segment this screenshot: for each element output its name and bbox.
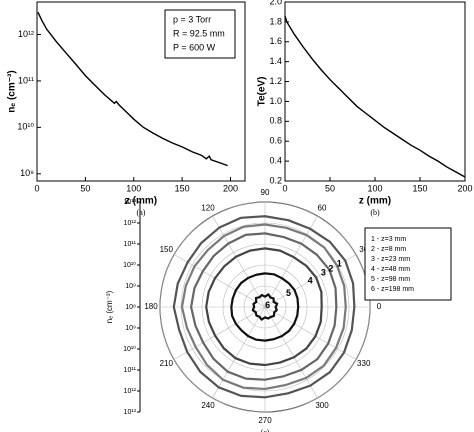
legend-entry: 4 - z=48 mm [371, 266, 410, 273]
legend-box [364, 227, 452, 301]
theta-tick-label: 150 [160, 245, 174, 254]
y-tick-label: 10¹¹ [18, 75, 34, 85]
y-tick-label: 10¹⁰ [17, 122, 34, 132]
plot-frame [284, 1, 466, 182]
x-tick-label: 150 [175, 183, 190, 193]
x-tick-label: 50 [80, 183, 90, 193]
legend-entry: 2 - z=8 mm [371, 246, 406, 253]
r-tick-label: 10¹² [124, 220, 137, 227]
grid-spoke [173, 306, 266, 360]
grid-spoke [173, 254, 266, 308]
r-tick-label: 10¹⁰ [123, 345, 136, 353]
x-axis-title: z (mm) [359, 196, 391, 207]
annotation: P = 600 W [173, 42, 216, 52]
grid-spoke [264, 306, 357, 360]
theta-tick-label: 60 [318, 203, 327, 212]
y-tick-label: 0.4 [269, 155, 282, 165]
y-tick-label: 10¹² [18, 29, 34, 39]
theta-tick-label: 300 [315, 401, 329, 410]
grid-spoke [264, 215, 318, 308]
x-tick-label: 100 [126, 183, 141, 193]
x-tick-label: 200 [223, 183, 238, 193]
theta-tick-label: 210 [160, 359, 174, 368]
caption: (b) [370, 208, 380, 217]
y-tick-label: 1.8 [269, 16, 282, 26]
data-line [37, 12, 228, 167]
x-tick-label: 0 [282, 183, 287, 193]
grid-spoke [264, 306, 318, 399]
theta-tick-label: 270 [258, 416, 272, 425]
data-curve [172, 215, 356, 399]
y-axis-title: nₑ (cm⁻³) [7, 70, 18, 112]
grid-spoke [212, 306, 266, 399]
data-curve [205, 247, 323, 367]
y-tick-label: 1.2 [269, 76, 282, 86]
r-tick-label: 10¹¹ [124, 241, 137, 248]
y-tick-label: 2.0 [269, 0, 282, 6]
r-tick-label: 10⁸ [125, 304, 136, 311]
y-tick-label: 0.2 [269, 175, 282, 185]
r-tick-label: 10⁹ [125, 325, 136, 332]
caption: (a) [137, 208, 146, 217]
y-tick-label: 0.8 [269, 116, 282, 126]
y-tick-label: 10⁹ [20, 168, 34, 178]
y-tick-label: 1.6 [269, 36, 282, 46]
caption: (c) [261, 428, 270, 432]
x-tick-label: 150 [412, 183, 427, 193]
data-curve [251, 293, 279, 321]
legend-entry: 1 - z=3 mm [371, 236, 406, 243]
annotation: R = 92.5 mm [173, 28, 225, 38]
theta-tick-label: 90 [261, 188, 270, 197]
data-curve [180, 223, 347, 391]
theta-tick-label: 120 [201, 203, 215, 212]
r-tick-label: 10⁹ [125, 283, 136, 290]
theta-tick-label: 330 [357, 359, 371, 368]
r-tick-label: 10¹¹ [124, 367, 137, 374]
curve-label: 2 [328, 263, 333, 273]
x-tick-label: 50 [325, 183, 335, 193]
theta-tick-label: 240 [201, 401, 215, 410]
theta-tick-label: 30 [359, 245, 368, 254]
y-tick-label: 1.0 [269, 96, 282, 106]
r-tick-label: 10¹² [124, 388, 137, 395]
x-axis-title: z (mm) [125, 196, 157, 207]
legend-entry: 6 - z=198 mm [371, 286, 414, 293]
curve-label: 3 [321, 268, 326, 278]
r-tick-label: 10¹³ [124, 409, 137, 416]
y-tick-label: 0.6 [269, 136, 282, 146]
data-curve [230, 272, 300, 342]
curve-label: 4 [308, 275, 313, 285]
legend-entry: 5 - z=98 mm [371, 276, 410, 283]
x-tick-label: 200 [457, 183, 472, 193]
annotation-box [164, 9, 236, 59]
theta-tick-label: 180 [144, 302, 158, 311]
y-axis-title: Te(eV) [257, 77, 268, 107]
curve-label: 1 [337, 259, 342, 269]
x-tick-label: 100 [367, 183, 382, 193]
r-tick-label: 10¹⁰ [123, 261, 136, 269]
grid-spoke [264, 254, 357, 308]
data-curve [190, 232, 338, 381]
x-tick-label: 0 [34, 183, 39, 193]
data-line [284, 15, 466, 178]
legend-entry: 3 - z=23 mm [371, 256, 410, 263]
curve-label: 5 [286, 288, 291, 298]
annotation: p = 3 Torr [173, 14, 211, 24]
y-tick-label: 1.4 [269, 56, 282, 66]
plot-frame [36, 1, 246, 182]
curve-label: 6 [265, 300, 270, 310]
r-axis-title: nₑ (cm⁻³) [105, 290, 114, 323]
r-tick-label: 10¹³ [124, 199, 137, 206]
theta-tick-label: 0 [377, 302, 382, 311]
grid-spoke [212, 215, 266, 308]
